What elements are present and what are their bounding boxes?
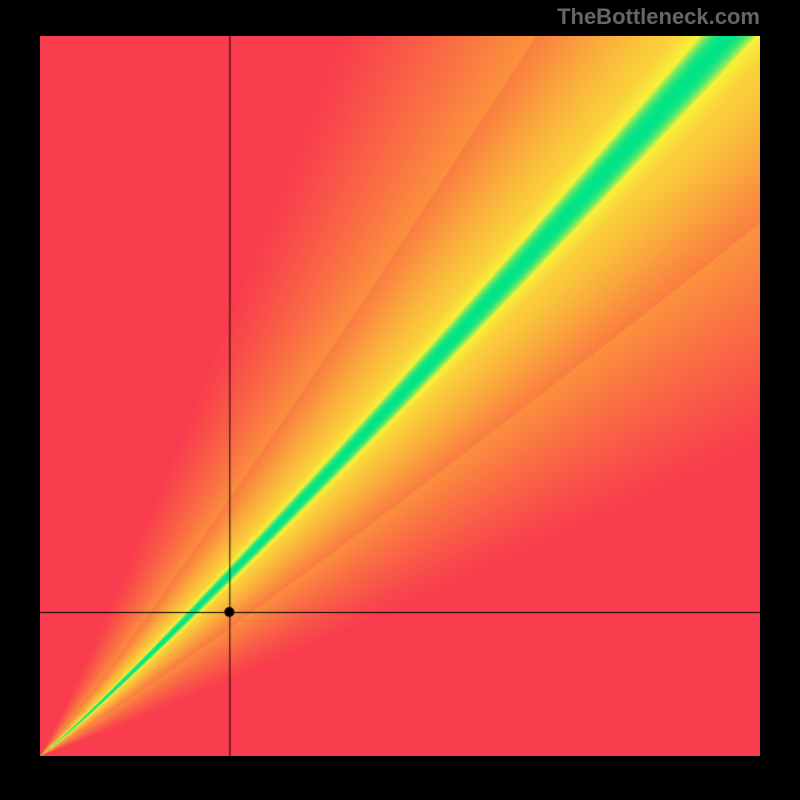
- bottleneck-heatmap-canvas: [40, 36, 760, 756]
- plot-area: [40, 36, 760, 756]
- chart-container: TheBottleneck.com: [0, 0, 800, 800]
- watermark-text: TheBottleneck.com: [557, 4, 760, 30]
